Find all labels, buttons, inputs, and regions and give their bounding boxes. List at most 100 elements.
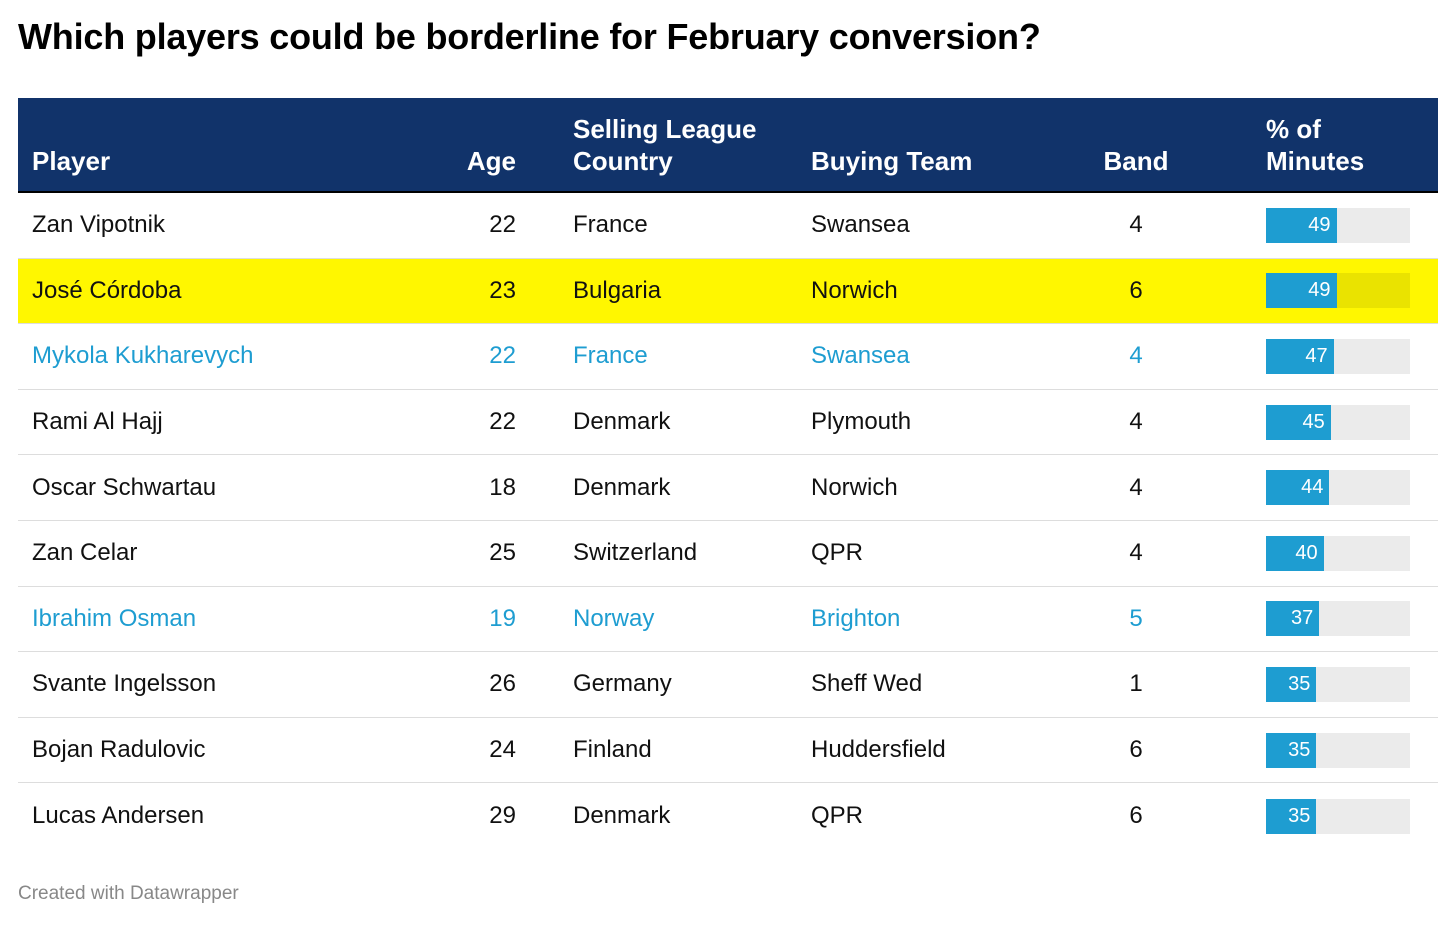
minutes-value-label: 49 bbox=[1308, 213, 1331, 236]
chart-title: Which players could be borderline for Fe… bbox=[18, 16, 1041, 57]
player-name: Zan Vipotnik bbox=[32, 211, 165, 239]
minutes-bar bbox=[1266, 207, 1337, 243]
player-name: Bojan Radulovic bbox=[32, 736, 206, 764]
band-value: 6 bbox=[1129, 736, 1143, 764]
selling-league-country: Denmark bbox=[573, 802, 671, 830]
column-header-country-line1: Selling League bbox=[573, 114, 757, 144]
band-value: 6 bbox=[1129, 802, 1143, 830]
player-name[interactable]: Ibrahim Osman bbox=[32, 604, 197, 632]
buying-team: QPR bbox=[811, 802, 864, 830]
minutes-bar-cell: 35 bbox=[1266, 718, 1410, 783]
minutes-bar-cell: 35 bbox=[1266, 652, 1410, 717]
minutes-value-label: 45 bbox=[1302, 410, 1325, 433]
band-value: 4 bbox=[1129, 473, 1143, 501]
selling-league-country: Bulgaria bbox=[573, 276, 662, 304]
minutes-bar-track: 37 bbox=[1266, 601, 1410, 637]
table-row[interactable]: Zan Celar 25 Switzerland QPR 4 40 bbox=[18, 521, 1438, 587]
table-row[interactable]: Svante Ingelsson 26 Germany Sheff Wed 1 35 bbox=[18, 652, 1438, 718]
band-value[interactable]: 5 bbox=[1129, 604, 1143, 632]
buying-team[interactable]: Swansea bbox=[811, 342, 910, 370]
table-row[interactable]: Rami Al Hajj 22 Denmark Plymouth 4 45 bbox=[18, 390, 1438, 456]
buying-team: Swansea bbox=[811, 211, 910, 239]
minutes-bar-cell: 44 bbox=[1266, 455, 1410, 520]
selling-league-country: Germany bbox=[573, 670, 672, 698]
table-row[interactable]: Mykola Kukharevych 22 France Swansea 4 47 bbox=[18, 324, 1438, 390]
selling-league-country[interactable]: France bbox=[573, 342, 648, 370]
selling-league-country: Finland bbox=[573, 736, 652, 764]
player-age: 18 bbox=[489, 473, 516, 501]
column-header-team[interactable]: Buying Team bbox=[811, 146, 973, 176]
column-header-minutes-line2: Minutes bbox=[1266, 146, 1365, 176]
minutes-bar bbox=[1266, 732, 1317, 768]
selling-league-country: Switzerland bbox=[573, 539, 698, 567]
minutes-bar bbox=[1266, 338, 1334, 374]
player-age: 29 bbox=[489, 802, 516, 830]
table-row[interactable]: Bojan Radulovic 24 Finland Huddersfield 6 35 bbox=[18, 718, 1438, 784]
band-value[interactable]: 4 bbox=[1129, 342, 1143, 370]
buying-team: Huddersfield bbox=[811, 736, 946, 764]
band-value: 6 bbox=[1129, 276, 1143, 304]
column-header-age[interactable]: Age bbox=[466, 146, 516, 176]
minutes-bar-track: 49 bbox=[1266, 273, 1410, 309]
player-age: 25 bbox=[489, 539, 516, 567]
table-row[interactable]: Zan Vipotnik 22 France Swansea 4 49 bbox=[18, 193, 1438, 259]
minutes-value-label: 35 bbox=[1288, 804, 1311, 827]
minutes-bar-track: 35 bbox=[1266, 666, 1410, 702]
band-value: 4 bbox=[1129, 539, 1143, 567]
table-row[interactable]: José Córdoba 23 Bulgaria Norwich 6 49 bbox=[18, 258, 1438, 325]
table-row[interactable]: Oscar Schwartau 18 Denmark Norwich 4 44 bbox=[18, 455, 1438, 521]
minutes-value-label: 44 bbox=[1301, 476, 1324, 499]
selling-league-country: Denmark bbox=[573, 473, 671, 501]
player-name[interactable]: Mykola Kukharevych bbox=[32, 342, 254, 370]
player-name: Zan Celar bbox=[32, 539, 138, 567]
column-header-band[interactable]: Band bbox=[1103, 146, 1169, 176]
column-header-country-line2: Country bbox=[573, 146, 673, 176]
table-body: Zan Vipotnik 22 France Swansea 4 49 José Córdo… bbox=[18, 193, 1438, 849]
table-row[interactable]: Lucas Andersen 29 Denmark QPR 6 35 bbox=[18, 783, 1438, 849]
band-value: 4 bbox=[1129, 211, 1143, 239]
minutes-bar-track: 47 bbox=[1266, 338, 1410, 374]
minutes-value-label: 37 bbox=[1291, 607, 1314, 630]
minutes-bar-track: 49 bbox=[1266, 207, 1410, 243]
buying-team[interactable]: Brighton bbox=[811, 604, 901, 632]
minutes-value-label: 40 bbox=[1295, 541, 1318, 564]
minutes-bar bbox=[1266, 798, 1317, 834]
minutes-bar-cell: 45 bbox=[1266, 390, 1410, 455]
minutes-bar-track: 35 bbox=[1266, 732, 1410, 768]
minutes-value-label: 35 bbox=[1288, 738, 1311, 761]
buying-team: Norwich bbox=[811, 473, 898, 501]
band-value: 1 bbox=[1129, 670, 1143, 698]
player-age: 24 bbox=[489, 736, 516, 764]
minutes-bar-track: 35 bbox=[1266, 798, 1410, 834]
buying-team: Sheff Wed bbox=[811, 670, 923, 698]
minutes-bar bbox=[1266, 404, 1331, 440]
footer-credit: Created with Datawrapper bbox=[18, 883, 239, 904]
player-name: Rami Al Hajj bbox=[32, 408, 163, 436]
player-age: 23 bbox=[489, 276, 516, 304]
buying-team: Norwich bbox=[811, 276, 898, 304]
table-header: Player Age Selling League Country Buying… bbox=[18, 98, 1438, 193]
player-name: José Córdoba bbox=[32, 276, 182, 304]
minutes-bar-cell: 35 bbox=[1266, 783, 1410, 849]
minutes-value-label: 35 bbox=[1288, 672, 1311, 695]
player-age[interactable]: 19 bbox=[489, 604, 516, 632]
player-age: 22 bbox=[489, 408, 516, 436]
selling-league-country: France bbox=[573, 211, 648, 239]
column-header-minutes-line1: % of bbox=[1266, 114, 1321, 144]
minutes-bar-track: 44 bbox=[1266, 470, 1410, 506]
player-age[interactable]: 22 bbox=[489, 342, 516, 370]
player-age: 26 bbox=[489, 670, 516, 698]
buying-team: Plymouth bbox=[811, 408, 912, 436]
column-header-player[interactable]: Player bbox=[32, 146, 111, 176]
minutes-bar-track: 40 bbox=[1266, 535, 1410, 571]
players-table: Player Age Selling League Country Buying… bbox=[18, 98, 1438, 849]
column-header-minutes[interactable]: % of Minutes bbox=[1266, 113, 1364, 177]
minutes-bar bbox=[1266, 666, 1317, 702]
selling-league-country[interactable]: Norway bbox=[573, 604, 655, 632]
minutes-bar-cell: 40 bbox=[1266, 521, 1410, 586]
column-header-country[interactable]: Selling League Country bbox=[573, 113, 757, 177]
player-name: Svante Ingelsson bbox=[32, 670, 217, 698]
table-row[interactable]: Ibrahim Osman 19 Norway Brighton 5 37 bbox=[18, 587, 1438, 653]
player-name: Lucas Andersen bbox=[32, 802, 205, 830]
minutes-bar bbox=[1266, 535, 1324, 571]
